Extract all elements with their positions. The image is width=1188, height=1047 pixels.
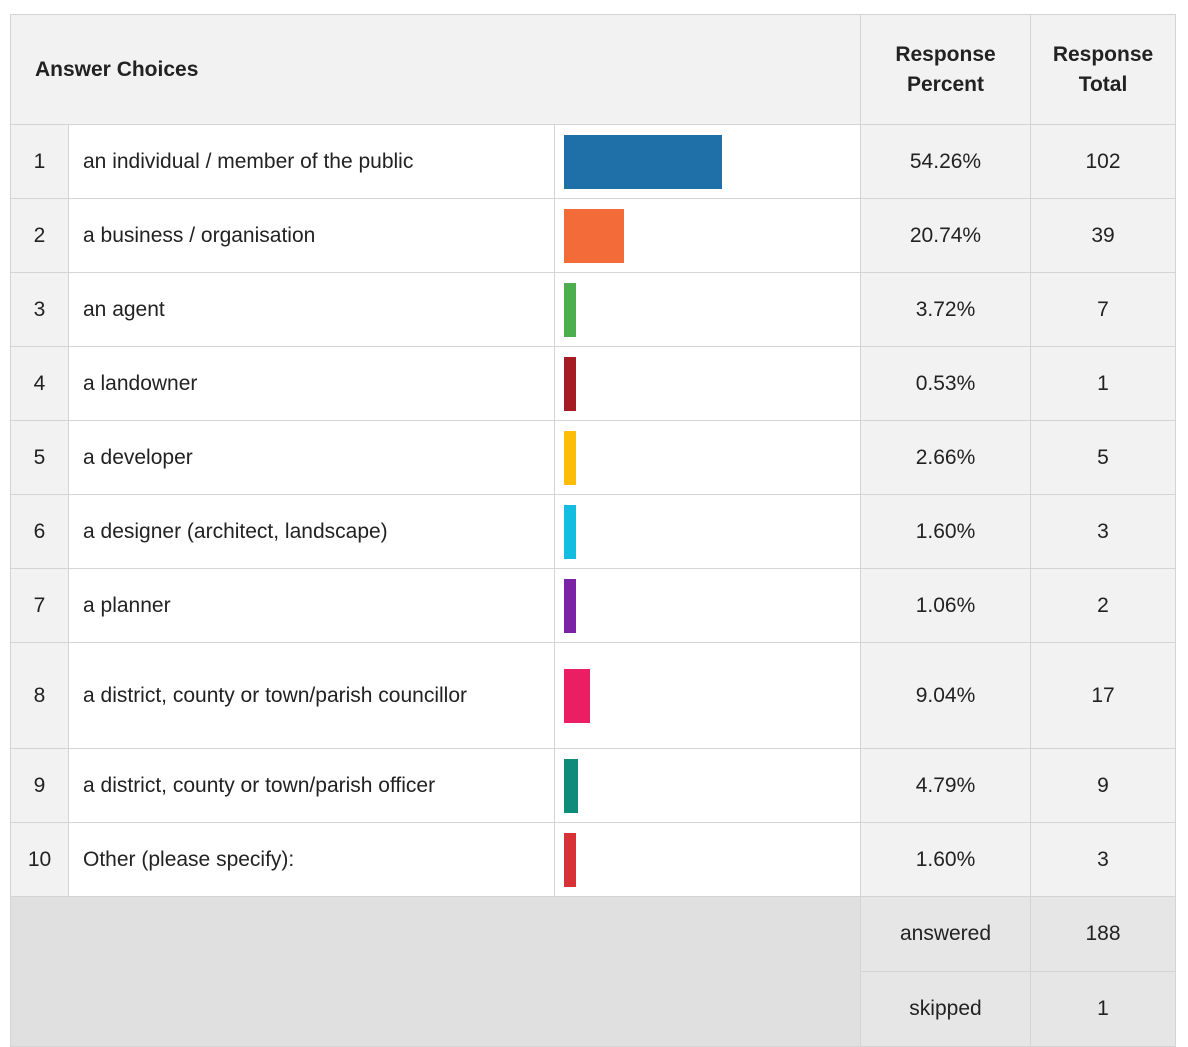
row-number: 7 [10, 568, 69, 643]
answer-label: a district, county or town/parish counci… [68, 642, 555, 749]
answer-label: a landowner [68, 346, 555, 421]
bar-cell [554, 272, 861, 347]
answered-row: answered 188 [10, 896, 1176, 1047]
response-total: 39 [1030, 198, 1176, 273]
row-number: 9 [10, 748, 69, 823]
skipped-row: skipped 1 [11, 971, 1176, 1047]
answer-label: a designer (architect, landscape) [68, 494, 555, 569]
response-bar [564, 208, 624, 263]
response-percent: 3.72% [860, 272, 1031, 347]
response-percent: 2.66% [860, 420, 1031, 495]
response-total: 5 [1030, 420, 1176, 495]
response-percent: 1.60% [860, 822, 1031, 897]
answer-label: a planner [68, 568, 555, 643]
response-percent: 4.79% [860, 748, 1031, 823]
response-bar [564, 430, 576, 485]
response-percent: 1.06% [860, 568, 1031, 643]
row-number: 6 [10, 494, 69, 569]
survey-results-table: Answer Choices Response Percent Response… [10, 14, 1176, 1047]
response-bar [564, 578, 576, 633]
skipped-label: skipped [860, 971, 1031, 1047]
row-number: 10 [10, 822, 69, 897]
skipped-value: 1 [1030, 971, 1176, 1047]
response-total: 3 [1030, 494, 1176, 569]
row-number: 4 [10, 346, 69, 421]
response-total-header: Response Total [1030, 14, 1176, 125]
answer-label: a developer [68, 420, 555, 495]
bar-cell [554, 568, 861, 643]
table-row: 1 an individual / member of the public 54.… [10, 124, 1176, 199]
answer-label: Other (please specify): [68, 822, 555, 897]
bar-cell [554, 420, 861, 495]
response-total: 102 [1030, 124, 1176, 199]
row-number: 2 [10, 198, 69, 273]
summary-blank-cell [10, 896, 861, 1047]
answer-label: an agent [68, 272, 555, 347]
response-total: 7 [1030, 272, 1176, 347]
response-total: 9 [1030, 748, 1176, 823]
answer-label: a district, county or town/parish office… [68, 748, 555, 823]
row-number: 5 [10, 420, 69, 495]
bar-cell [554, 494, 861, 569]
table-row: 3 an agent 3.72% 7 [10, 272, 1176, 347]
response-total: 17 [1030, 642, 1176, 749]
response-percent: 0.53% [860, 346, 1031, 421]
response-total: 1 [1030, 346, 1176, 421]
response-percent: 20.74% [860, 198, 1031, 273]
response-bar [564, 356, 576, 411]
bar-cell [554, 642, 861, 749]
table-row: 10 Other (please specify): 1.60% 3 [10, 822, 1176, 897]
bar-cell [554, 346, 861, 421]
response-total: 3 [1030, 822, 1176, 897]
answered-label: answered [860, 896, 1031, 972]
response-percent: 1.60% [860, 494, 1031, 569]
response-percent-header: Response Percent [860, 14, 1031, 125]
response-bar [564, 758, 578, 813]
bar-cell [554, 124, 861, 199]
bar-cell [554, 198, 861, 273]
answer-label: a business / organisation [68, 198, 555, 273]
answered-value: 188 [1030, 896, 1176, 972]
answer-choices-header: Answer Choices [10, 14, 861, 125]
row-number: 8 [10, 642, 69, 749]
response-bar [564, 282, 576, 337]
response-percent: 9.04% [860, 642, 1031, 749]
table-body: 1 an individual / member of the public 54.… [10, 124, 1176, 897]
response-bar [564, 832, 576, 887]
bar-cell [554, 748, 861, 823]
response-percent: 54.26% [860, 124, 1031, 199]
answer-label: an individual / member of the public [68, 124, 555, 199]
row-number: 3 [10, 272, 69, 347]
response-bar [564, 134, 722, 189]
row-number: 1 [10, 124, 69, 199]
response-bar [564, 504, 576, 559]
response-bar [564, 668, 590, 723]
response-total: 2 [1030, 568, 1176, 643]
table-header-row: Answer Choices Response Percent Response… [10, 14, 1176, 125]
bar-cell [554, 822, 861, 897]
